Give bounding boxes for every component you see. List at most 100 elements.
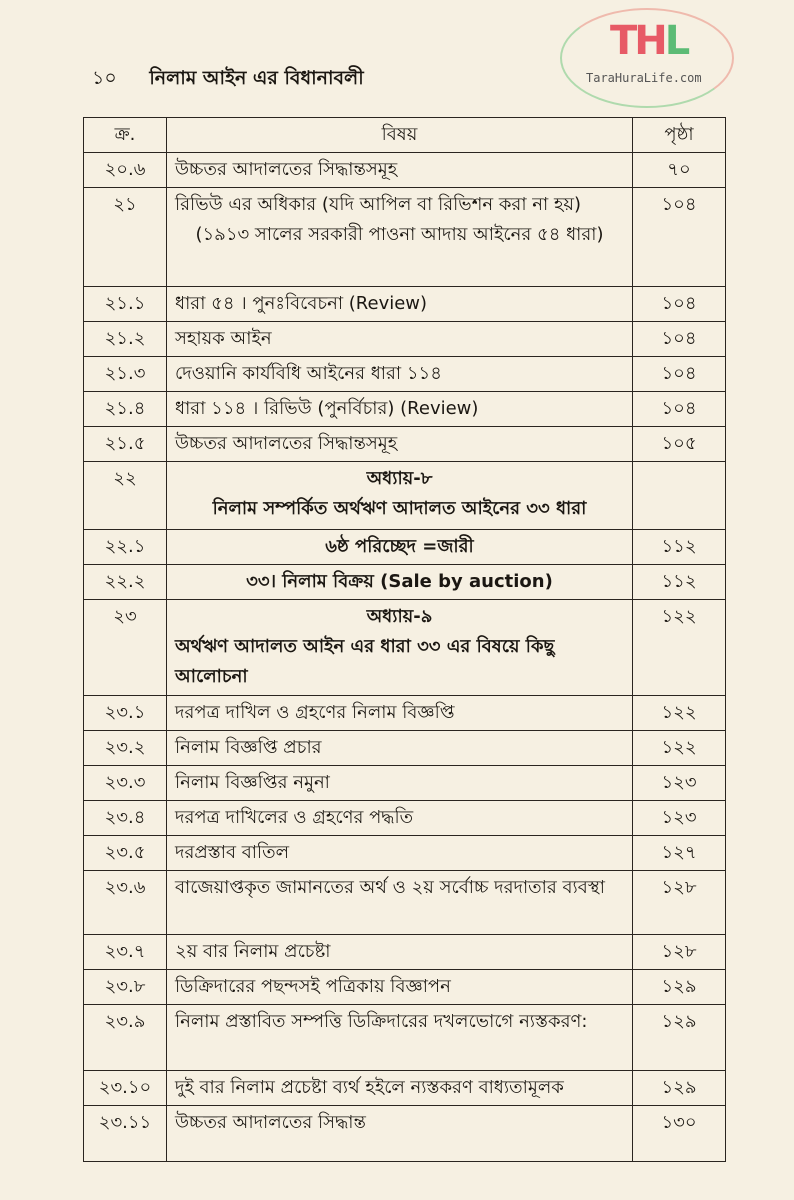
row-serial: ২৩.৪ [83, 800, 167, 836]
row-page: ১২৯ [632, 1070, 726, 1106]
row-serial: ২৩ [83, 599, 167, 696]
row-text: নিলাম বিজ্ঞপ্তির নমুনা [175, 772, 330, 793]
table-row: ২২ অধ্যায়-৮ নিলাম সম্পর্কিত অর্থঋণ আদালত … [83, 461, 726, 530]
row-subject: নিলাম বিজ্ঞপ্তির নমুনা [166, 765, 633, 801]
table-row: ২৩.৪ দরপত্র দাখিলের ও গ্রহণের পদ্ধতি ১২৩ [83, 800, 726, 836]
watermark-logo: THL TaraHuraLife.com [560, 8, 734, 108]
row-page: ১২৯ [632, 1004, 726, 1071]
row-heading: ৬ষ্ঠ পরিচ্ছেদ =জারী [325, 536, 474, 557]
row-text: দরপ্রস্তাব বাতিল [175, 842, 290, 863]
row-subject: দেওয়ানি কার্যবিধি আইনের ধারা ১১৪ [166, 356, 633, 392]
table-row: ২৩.১০ দুই বার নিলাম প্রচেষ্টা ব্যর্থ হইলে… [83, 1070, 726, 1106]
row-subject: উচ্চতর আদালতের সিদ্ধান্ত [166, 1105, 633, 1162]
row-serial: ২২.১ [83, 529, 167, 565]
row-page [632, 461, 726, 530]
row-text: দুই বার নিলাম প্রচেষ্টা ব্যর্থ হইলে ন্যস… [175, 1077, 564, 1098]
row-subtext: (১৯১৩ সালের সরকারী পাওনা আদায় আইনের ৫৪ … [195, 224, 604, 245]
row-serial: ২৩.১ [83, 695, 167, 731]
row-page: ১২৭ [632, 835, 726, 871]
row-serial: ২৩.২ [83, 730, 167, 766]
table-row: ২০.৬ উচ্চতর আদালতের সিদ্ধান্তসমূহ ৭০ [83, 152, 726, 188]
page-number: ১০ [92, 67, 117, 89]
row-subject: নিলাম প্রস্তাবিত সম্পত্তি ডিক্রিদারের দখ… [166, 1004, 633, 1071]
header-page: পৃষ্ঠা [632, 117, 726, 153]
row-page: ১২৩ [632, 800, 726, 836]
row-serial: ২২ [83, 461, 167, 530]
row-page: ১০৪ [632, 187, 726, 287]
header-serial: ক্র. [83, 117, 167, 153]
row-page: ১০৪ [632, 391, 726, 427]
row-subject: ৩৩। নিলাম বিক্রয় (Sale by auction) [166, 564, 633, 600]
table-row: ২১.৩ দেওয়ানি কার্যবিধি আইনের ধারা ১১৪ ১০৪ [83, 356, 726, 392]
row-serial: ২১.৫ [83, 426, 167, 462]
row-text: অর্থঋণ আদালত আইন এর ধারা ৩৩ এর বিষয়ে কি… [175, 636, 555, 687]
row-text: উচ্চতর আদালতের সিদ্ধান্তসমূহ [175, 159, 398, 180]
table-row: ২৩.৮ ডিক্রিদারের পছন্দসই পত্রিকায় বিজ্ঞা… [83, 969, 726, 1005]
row-page: ১১২ [632, 529, 726, 565]
row-text: রিভিউ এর অধিকার (যদি আপিল বা রিভিশন করা … [175, 194, 582, 215]
row-text: উচ্চতর আদালতের সিদ্ধান্ত [175, 1112, 366, 1133]
watermark-url: TaraHuraLife.com [586, 71, 702, 85]
row-page: ১১২ [632, 564, 726, 600]
table-row: ২১.৪ ধারা ১১৪ । রিভিউ (পুনর্বিচার) (Revie… [83, 391, 726, 427]
watermark-letters: THL [610, 18, 690, 64]
table-row: ২২.১ ৬ষ্ঠ পরিচ্ছেদ =জারী ১১২ [83, 529, 726, 565]
row-page: ৭০ [632, 152, 726, 188]
row-text: ধারা ৫৪ । পুনঃবিবেচনা (Review) [175, 293, 428, 314]
table-row: ২৩.৬ বাজেয়াপ্তকৃত জামানতের অর্থ ও ২য় সর… [83, 870, 726, 935]
row-page: ১২৩ [632, 765, 726, 801]
row-text: দরপত্র দাখিল ও গ্রহণের নিলাম বিজ্ঞপ্তি [175, 702, 455, 723]
table-row: ২১.২ সহায়ক আইন ১০৪ [83, 321, 726, 357]
row-subject: বাজেয়াপ্তকৃত জামানতের অর্থ ও ২য় সর্বোচ… [166, 870, 633, 935]
table-row: ২৩.২ নিলাম বিজ্ঞপ্তি প্রচার ১২২ [83, 730, 726, 766]
row-heading: ৩৩। নিলাম বিক্রয় (Sale by auction) [246, 571, 553, 592]
row-page: ১২৯ [632, 969, 726, 1005]
row-subject: রিভিউ এর অধিকার (যদি আপিল বা রিভিশন করা … [166, 187, 633, 287]
row-text: ধারা ১১৪ । রিভিউ (পুনর্বিচার) (Review) [175, 398, 479, 419]
row-serial: ২১ [83, 187, 167, 287]
row-heading: নিলাম সম্পর্কিত অর্থঋণ আদালত আইনের ৩৩ ধা… [212, 498, 587, 519]
table-row: ২১.৫ উচ্চতর আদালতের সিদ্ধান্তসমূহ ১০৫ [83, 426, 726, 462]
row-serial: ২৩.৫ [83, 835, 167, 871]
row-subject: ৬ষ্ঠ পরিচ্ছেদ =জারী [166, 529, 633, 565]
row-text: সহায়ক আইন [175, 328, 272, 349]
row-subject: অধ্যায়-৮ নিলাম সম্পর্কিত অর্থঋণ আদালত আই… [166, 461, 633, 530]
row-subject: ধারা ১১৪ । রিভিউ (পুনর্বিচার) (Review) [166, 391, 633, 427]
row-heading: অধ্যায়-৮ [366, 468, 433, 489]
row-serial: ২২.২ [83, 564, 167, 600]
row-subject: সহায়ক আইন [166, 321, 633, 357]
table-row: ২২.২ ৩৩। নিলাম বিক্রয় (Sale by auction) ১… [83, 564, 726, 600]
row-subject: উচ্চতর আদালতের সিদ্ধান্তসমূহ [166, 426, 633, 462]
header-subject: বিষয় [166, 117, 633, 153]
row-page: ১২৮ [632, 870, 726, 935]
table-row: ২১ রিভিউ এর অধিকার (যদি আপিল বা রিভিশন কর… [83, 187, 726, 287]
table-row: ২৩.১ দরপত্র দাখিল ও গ্রহণের নিলাম বিজ্ঞপ্… [83, 695, 726, 731]
row-page: ১০৪ [632, 356, 726, 392]
row-text: ২য় বার নিলাম প্রচেষ্টা [175, 941, 331, 962]
row-text: দরপত্র দাখিলের ও গ্রহণের পদ্ধতি [175, 807, 414, 828]
row-subject: নিলাম বিজ্ঞপ্তি প্রচার [166, 730, 633, 766]
row-subject: ডিক্রিদারের পছন্দসই পত্রিকায় বিজ্ঞাপন [166, 969, 633, 1005]
table-row: ২৩ অধ্যায়-৯ অর্থঋণ আদালত আইন এর ধারা ৩৩ এ… [83, 599, 726, 696]
row-text: বাজেয়াপ্তকৃত জামানতের অর্থ ও ২য় সর্বোচ… [175, 877, 605, 898]
row-serial: ২৩.১১ [83, 1105, 167, 1162]
row-page: ১২২ [632, 695, 726, 731]
row-subject: অধ্যায়-৯ অর্থঋণ আদালত আইন এর ধারা ৩৩ এর … [166, 599, 633, 696]
row-serial: ২১.১ [83, 286, 167, 322]
row-page: ১৩০ [632, 1105, 726, 1162]
row-serial: ২৩.৯ [83, 1004, 167, 1071]
row-page: ১২২ [632, 730, 726, 766]
row-page: ১২২ [632, 599, 726, 696]
row-serial: ২১.৪ [83, 391, 167, 427]
row-serial: ২০.৬ [83, 152, 167, 188]
row-page: ১০৫ [632, 426, 726, 462]
table-row: ২৩.৫ দরপ্রস্তাব বাতিল ১২৭ [83, 835, 726, 871]
row-serial: ২১.২ [83, 321, 167, 357]
row-serial: ২৩.৬ [83, 870, 167, 935]
row-heading: অধ্যায়-৯ [366, 606, 433, 627]
table-row: ২৩.৭ ২য় বার নিলাম প্রচেষ্টা ১২৮ [83, 934, 726, 970]
row-text: নিলাম প্রস্তাবিত সম্পত্তি ডিক্রিদারের দখ… [175, 1011, 588, 1032]
row-text: নিলাম বিজ্ঞপ্তি প্রচার [175, 737, 322, 758]
row-serial: ২৩.৭ [83, 934, 167, 970]
table-row: ২৩.৩ নিলাম বিজ্ঞপ্তির নমুনা ১২৩ [83, 765, 726, 801]
